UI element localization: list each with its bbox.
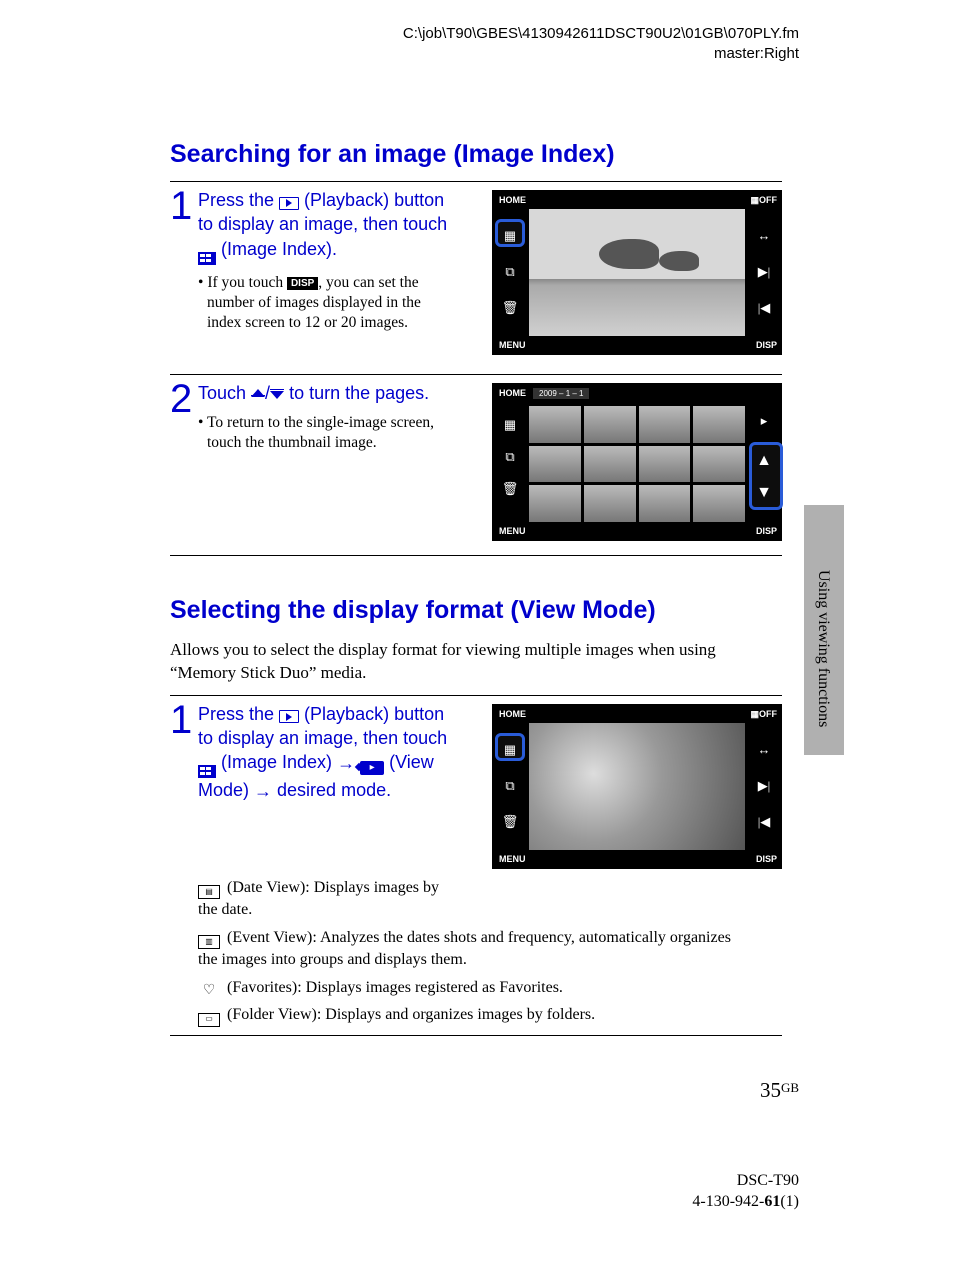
wide3-icon: ↔ [753,741,775,759]
screenshot-viewmode: HOME ▦OFF MENU DISP ▦ ⧉ 🗑 ↔ ▶| |◀ [492,704,782,869]
scr3-home: HOME [499,709,526,719]
page-down-tri [270,391,284,401]
highlight-index [495,219,525,247]
step1-bullet: • If you touch DISP, you can set the num… [198,273,458,333]
mode-date: ▤ (Date View): Displays images by the da… [198,877,458,921]
footer-code: 4-130-942-61(1) [692,1192,799,1213]
s2-step1-text: Press the (Playback) button to display a… [198,702,458,804]
step2-num: 2 [170,381,198,417]
viewmode-icon: ▸ [753,412,775,430]
page-up-tri [251,387,265,397]
prev-icon: |◀ [753,299,775,317]
disp-icon: DISP [287,277,318,290]
page-content: Searching for an image (Image Index) HOM… [170,140,782,1036]
mode-folder: ▭ (Folder View): Displays and organizes … [198,1004,750,1026]
image-index-icon [198,252,216,265]
event-view-icon: ▥ [198,935,220,949]
delete3-icon: 🗑 [499,813,521,831]
view-mode-icon: ▸ [360,761,384,775]
screenshot-playback: HOME ▦OFF MENU DISP ▦ ⧉ 🗑 ↔ ▶| |◀ [492,190,782,355]
step1-text: Press the (Playback) button to display a… [198,188,458,265]
slideshow-icon: ⧉ [499,263,521,281]
highlight-page-arrows [749,442,783,510]
scr3-off: ▦OFF [750,709,777,720]
scr2-disp: DISP [756,526,777,536]
cal-icon: ▦ [499,416,521,434]
date-bar: 2009 – 1 – 1 [533,388,589,399]
playback-icon [279,197,299,210]
scr-disp: DISP [756,340,777,350]
delete-icon: 🗑 [499,299,521,317]
section2-title: Selecting the display format (View Mode) [170,596,782,625]
delete2-icon: 🗑 [499,480,521,498]
screenshot-index: 2009 – 1 – 1 HOME MENU DISP ▦ ⧉ 🗑 ▸ ▲ ▼ [492,383,782,541]
favorites-icon: ♡ [198,984,220,998]
scr-menu: MENU [499,340,526,350]
mode-event: ▥ (Event View): Analyzes the dates shots… [198,927,750,971]
scene-rock [659,251,699,271]
step1-num: 1 [170,188,198,224]
mode-fav: ♡ (Favorites): Displays images registere… [198,977,750,999]
footer: DSC-T90 4-130-942-61(1) [692,1171,799,1213]
page-number: 35GB [760,1078,799,1103]
slideshow3-icon: ⧉ [499,777,521,795]
scr-bg [529,209,745,336]
scr3-menu: MENU [499,854,526,864]
prev3-icon: |◀ [753,813,775,831]
slideshow2-icon: ⧉ [499,448,521,466]
side-tab-text: Using viewing functions [814,570,832,727]
scr2-home: HOME [499,388,526,398]
highlight-index3 [495,733,525,761]
rule-5 [170,1035,782,1036]
header-path: C:\job\T90\GBES\4130942611DSCT90U2\01GB\… [403,24,799,63]
scr3-disp: DISP [756,854,777,864]
image-index-icon-2 [198,765,216,778]
scr2-menu: MENU [499,526,526,536]
wide-icon: ↔ [753,227,775,245]
folder-view-icon: ▭ [198,1013,220,1027]
scr3-bg [529,723,745,850]
s2-step1-num: 1 [170,702,198,738]
step2-text: Touch / to turn the pages. [198,381,458,405]
playback-icon-2 [279,710,299,723]
scr-home: HOME [499,195,526,205]
scene-island [599,239,659,269]
thumbnail-grid [529,406,745,522]
date-view-icon: ▤ [198,885,220,899]
next3-icon: ▶| [753,777,775,795]
arrow-2: → [254,781,272,801]
scr-off: ▦OFF [750,195,777,206]
file-path: C:\job\T90\GBES\4130942611DSCT90U2\01GB\… [403,24,799,44]
master-label: master:Right [403,44,799,64]
step2-bullet: • To return to the single-image screen, … [198,413,458,453]
section1-title: Searching for an image (Image Index) [170,140,782,169]
next-icon: ▶| [753,263,775,281]
footer-model: DSC-T90 [692,1171,799,1192]
section2-intro: Allows you to select the display format … [170,639,730,685]
arrow-1: → [337,753,355,773]
